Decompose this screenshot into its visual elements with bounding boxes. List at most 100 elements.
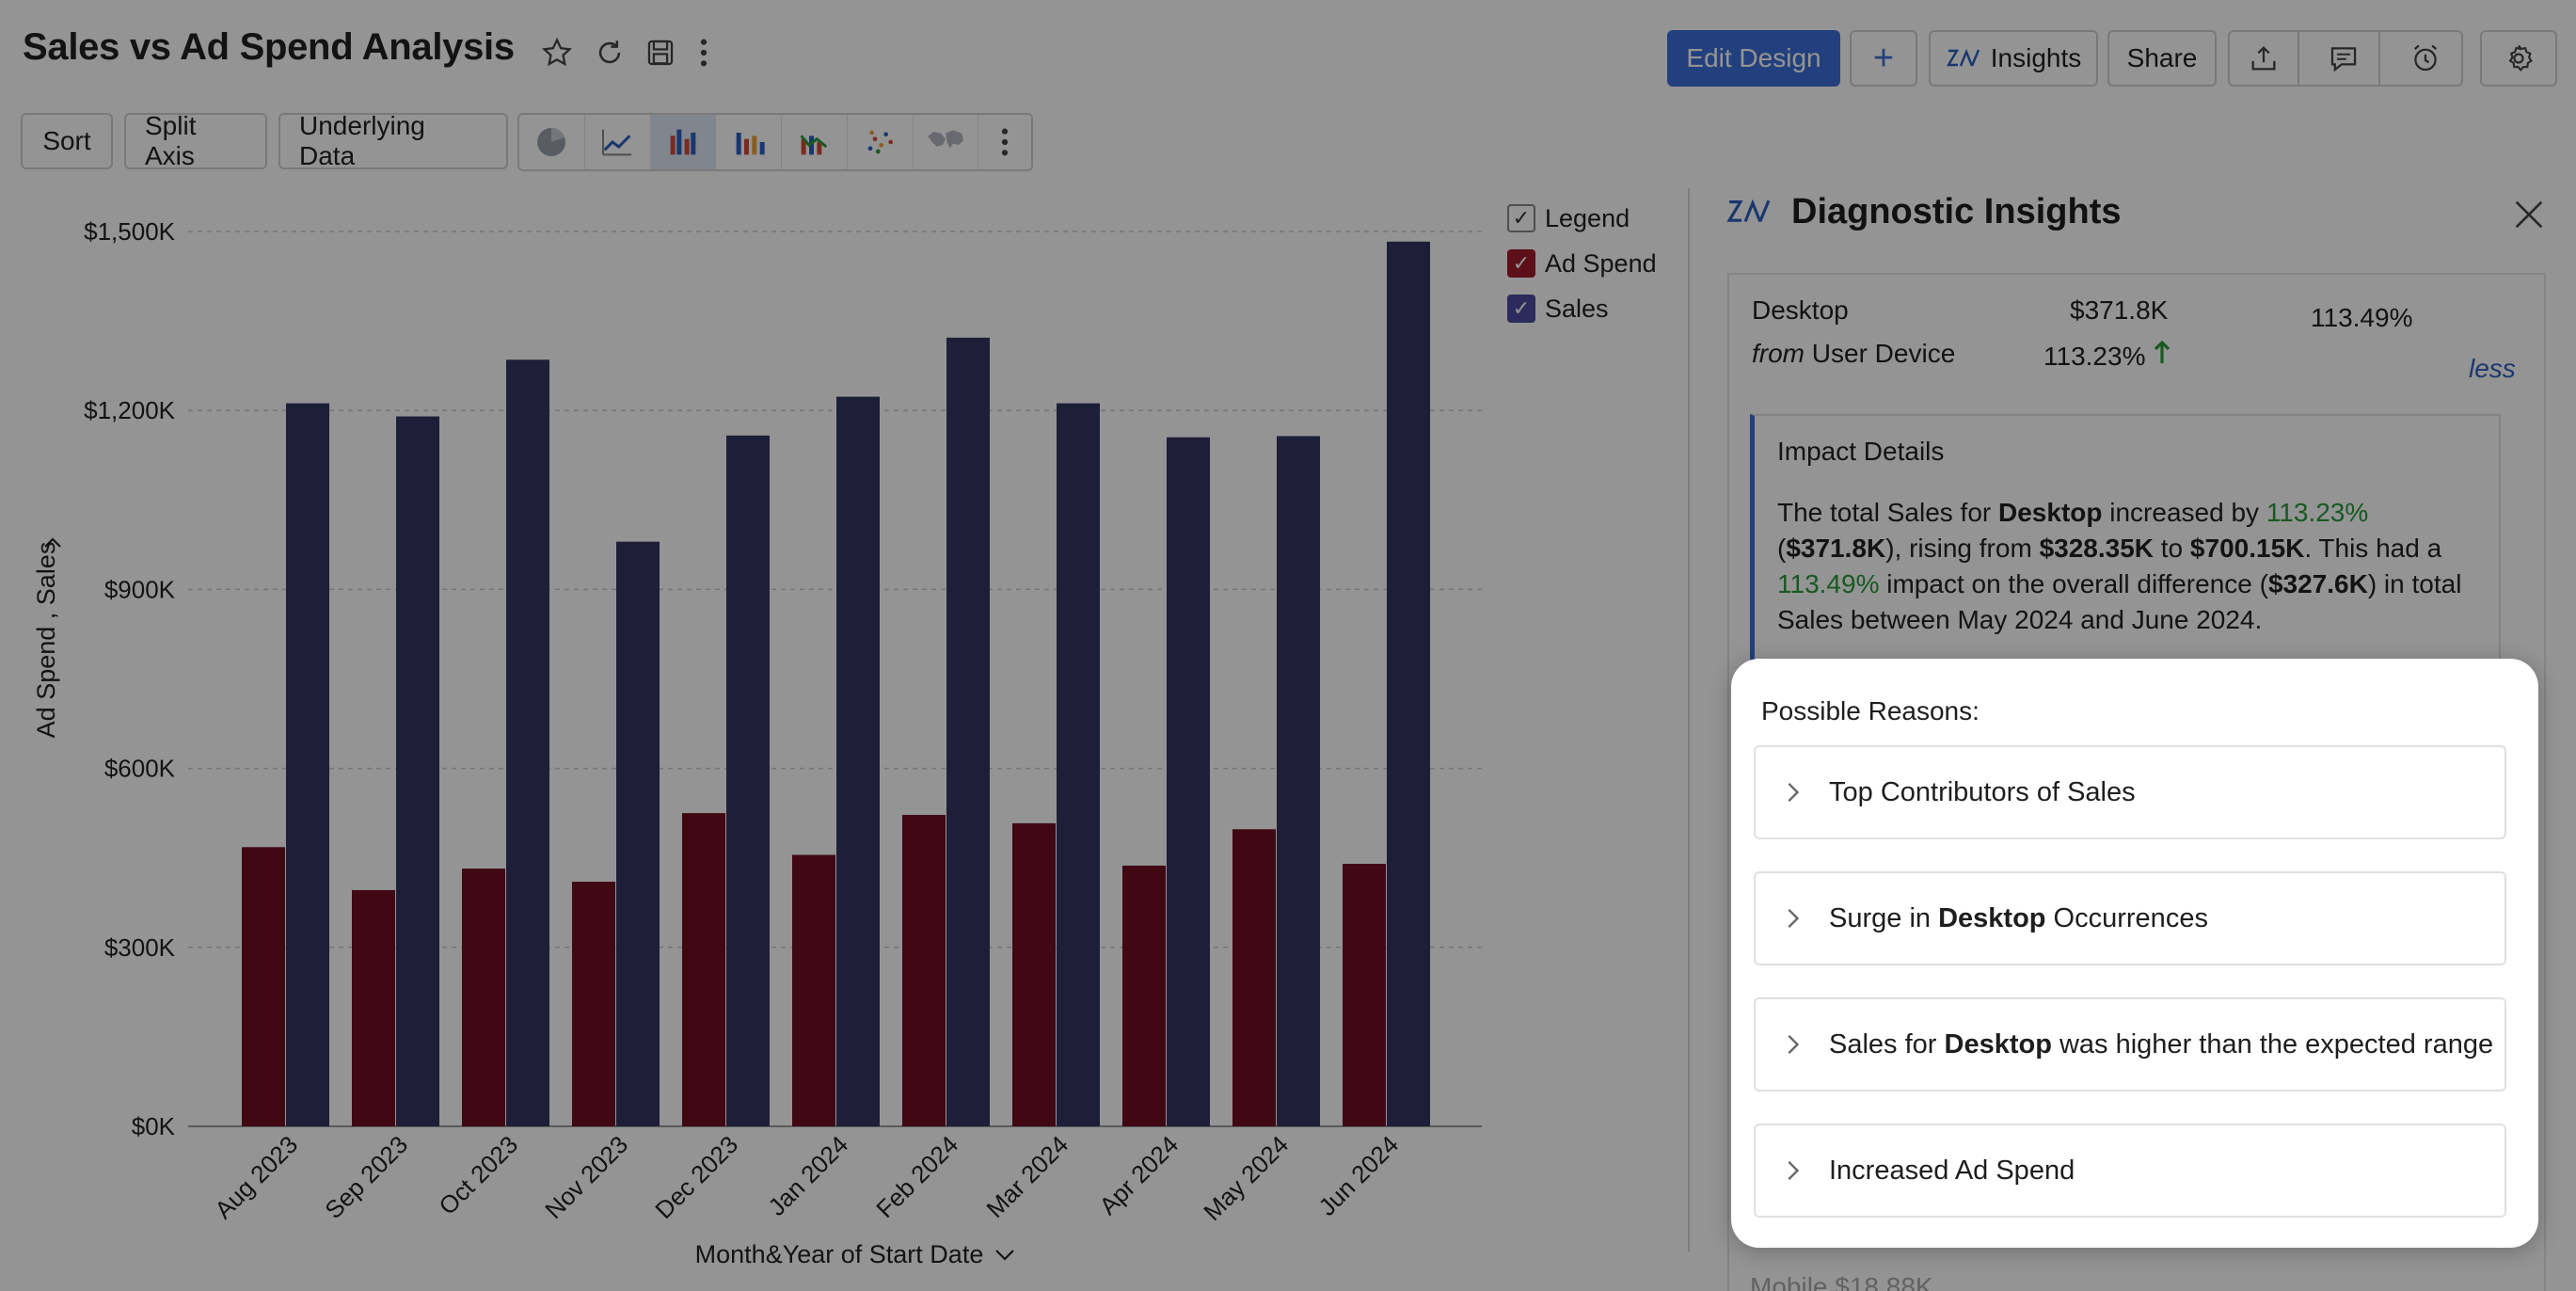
insights-logo-icon — [1946, 48, 1980, 67]
add-button[interactable]: + — [1850, 30, 1917, 87]
y-tick-label: $1,200K — [84, 396, 176, 424]
map-icon[interactable] — [914, 115, 979, 169]
bar-sales[interactable] — [616, 541, 660, 1126]
reason-desktop-surge[interactable]: Surge in Desktop Occurrences — [1754, 871, 2506, 965]
y-axis-label: Ad Spend , Sales — [32, 542, 60, 739]
bar-sales[interactable] — [286, 403, 329, 1126]
bar-sales[interactable] — [1057, 403, 1100, 1126]
bar-ad-spend[interactable] — [1122, 865, 1166, 1126]
y-axis-chevron-icon[interactable] — [44, 537, 61, 548]
underlying-data-label: Underlying Data — [299, 111, 425, 170]
bar-sales[interactable] — [946, 337, 990, 1126]
ad-spend-checkbox[interactable]: ✓ — [1507, 249, 1535, 278]
possible-reasons-title: Possible Reasons: — [1761, 696, 1980, 725]
edit-design-button[interactable]: Edit Design — [1667, 30, 1840, 87]
x-tick-label: Apr 2024 — [1093, 1130, 1184, 1220]
bar-sales[interactable] — [1387, 241, 1430, 1126]
split-axis-button[interactable]: Split Axis — [124, 111, 267, 170]
legend-title: Legend — [1545, 203, 1630, 232]
impact-details-text: The total Sales for Desktop increased by… — [1777, 498, 2462, 634]
change-percent: 113.23% — [2043, 339, 2171, 372]
panel-divider — [1688, 188, 1690, 1251]
export-icon[interactable] — [2230, 32, 2300, 85]
comment-icon[interactable] — [2309, 32, 2381, 85]
reason-label: Top Contributors of Sales — [1829, 776, 2136, 807]
combo-chart-icon[interactable] — [782, 115, 848, 169]
sales-checkbox[interactable]: ✓ — [1507, 295, 1535, 323]
x-tick-label: Jan 2024 — [762, 1130, 853, 1221]
bar-sales[interactable] — [506, 359, 549, 1126]
impact-details-title: Impact Details — [1777, 437, 1945, 466]
refresh-icon[interactable] — [591, 34, 628, 72]
dimension-value: Desktop — [1752, 295, 1849, 325]
stacked-bar-icon[interactable] — [716, 115, 782, 169]
less-link[interactable]: less — [2469, 354, 2516, 383]
x-tick-label: Sep 2023 — [319, 1130, 413, 1224]
bar-ad-spend[interactable] — [682, 813, 725, 1126]
bar-sales[interactable] — [836, 396, 880, 1126]
x-tick-label: Aug 2023 — [209, 1130, 303, 1224]
amount-value: $371.8K — [2070, 295, 2169, 325]
bar-ad-spend[interactable] — [792, 854, 835, 1126]
bar-ad-spend[interactable] — [902, 815, 946, 1126]
x-axis-label: Month&Year of Start Date — [695, 1240, 984, 1268]
bar-sales[interactable] — [1167, 437, 1210, 1127]
bar-sales[interactable] — [726, 435, 770, 1126]
reason-ad-spend[interactable]: Increased Ad Spend — [1754, 1124, 2506, 1218]
reason-label: Increased Ad Spend — [1829, 1155, 2075, 1186]
bar-sales[interactable] — [1277, 436, 1320, 1126]
underlying-data-button[interactable]: Underlying Data — [278, 111, 508, 170]
dimension-name: User Device — [1811, 339, 1956, 368]
x-tick-label: May 2024 — [1198, 1130, 1294, 1226]
legend-item-ad-spend[interactable]: ✓ Ad Spend — [1507, 241, 1657, 286]
bar-ad-spend[interactable] — [1343, 864, 1386, 1126]
legend-toggle[interactable]: ✓ Legend — [1507, 196, 1657, 241]
bar-ad-spend[interactable] — [242, 847, 285, 1126]
insight-card — [1727, 273, 2546, 1291]
chart-legend: ✓ Legend ✓ Ad Spend ✓ Sales — [1507, 196, 1657, 331]
sort-button[interactable]: Sort — [21, 113, 113, 169]
reason-above-expected[interactable]: Sales for Desktop was higher than the ex… — [1754, 997, 2506, 1092]
y-tick-label: $0K — [132, 1112, 176, 1140]
legend-label: Ad Spend — [1545, 248, 1657, 278]
from-label: from — [1752, 339, 1805, 368]
pie-chart-icon[interactable] — [519, 115, 585, 169]
bar-ad-spend[interactable] — [352, 889, 395, 1126]
share-button[interactable]: Share — [2107, 30, 2217, 87]
close-icon[interactable] — [2510, 196, 2548, 238]
bar-ad-spend[interactable] — [1232, 829, 1276, 1126]
gear-icon — [2508, 44, 2533, 72]
reason-top-contributors[interactable]: Top Contributors of Sales — [1754, 745, 2506, 839]
chevron-right-icon — [1756, 782, 1829, 803]
y-axis-ticks: $0K $300K $600K $900K $1,200K $1,500K — [84, 217, 176, 1140]
x-tick-label: Oct 2023 — [433, 1130, 523, 1220]
bar-chart-icon[interactable] — [650, 115, 717, 169]
insights-label: Insights — [1990, 43, 2082, 72]
add-label: + — [1872, 38, 1895, 78]
line-chart-icon[interactable] — [585, 115, 651, 169]
bar-ad-spend[interactable] — [462, 869, 505, 1126]
legend-checkbox[interactable]: ✓ — [1507, 204, 1535, 232]
legend-item-sales[interactable]: ✓ Sales — [1507, 286, 1657, 331]
chevron-right-icon — [1756, 908, 1829, 929]
y-tick-label: $1,500K — [84, 217, 176, 246]
save-icon[interactable] — [642, 34, 679, 72]
more-vertical-icon[interactable] — [685, 34, 723, 72]
y-tick-label: $300K — [104, 933, 176, 962]
bar-sales[interactable] — [396, 416, 439, 1126]
alarm-icon[interactable] — [2390, 32, 2461, 85]
chevron-right-icon — [1756, 1160, 1829, 1181]
x-axis-chevron-icon[interactable] — [995, 1250, 1014, 1261]
page-title: Sales vs Ad Spend Analysis — [23, 26, 515, 68]
possible-reasons-card: Possible Reasons: Top Contributors of Sa… — [1731, 659, 2538, 1248]
x-tick-label: Mar 2024 — [980, 1130, 1073, 1223]
star-icon[interactable] — [538, 34, 576, 72]
x-axis-ticks: Aug 2023 Sep 2023 Oct 2023 Nov 2023 Dec 2023… — [209, 1130, 1404, 1226]
insights-button[interactable]: Insights — [1929, 30, 2098, 87]
settings-button[interactable] — [2480, 30, 2557, 87]
reason-label: Sales for Desktop was higher than the ex… — [1829, 1028, 2494, 1060]
scatter-chart-icon[interactable] — [848, 115, 914, 169]
bar-ad-spend[interactable] — [1012, 822, 1056, 1126]
more-chart-options-icon[interactable] — [978, 115, 1031, 169]
bar-ad-spend[interactable] — [572, 882, 615, 1126]
